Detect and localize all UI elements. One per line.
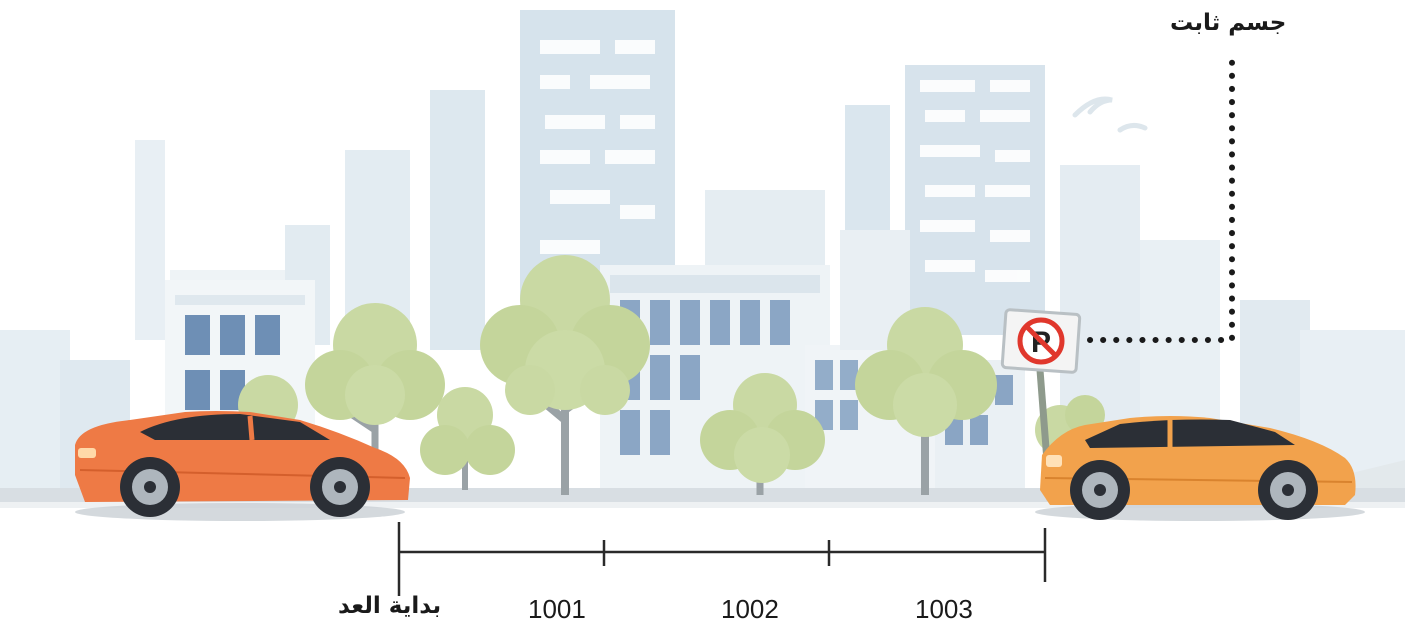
bg-building <box>0 330 70 500</box>
building-windows <box>540 40 1030 282</box>
scale-label-1002: 1002 <box>721 594 779 624</box>
distance-scale <box>397 522 1047 596</box>
tree <box>420 387 515 490</box>
fixed-object-label: جسم ثابت <box>1170 10 1287 36</box>
trees <box>238 255 1105 495</box>
scale-label-1003: 1003 <box>915 594 973 624</box>
road-surface <box>0 502 1405 508</box>
tree <box>700 373 825 495</box>
tree <box>480 255 650 495</box>
bg-building <box>905 65 1045 335</box>
bg-building <box>135 140 165 340</box>
start-point-label: بداية العد <box>338 593 442 619</box>
birds <box>1072 96 1148 133</box>
scale-label-1001: 1001 <box>528 594 586 624</box>
tree <box>855 307 997 495</box>
car-right <box>1035 416 1365 521</box>
fixed-object-pointer <box>1087 55 1235 343</box>
car-left <box>75 411 410 521</box>
tree <box>305 303 445 490</box>
bg-building <box>430 90 485 350</box>
